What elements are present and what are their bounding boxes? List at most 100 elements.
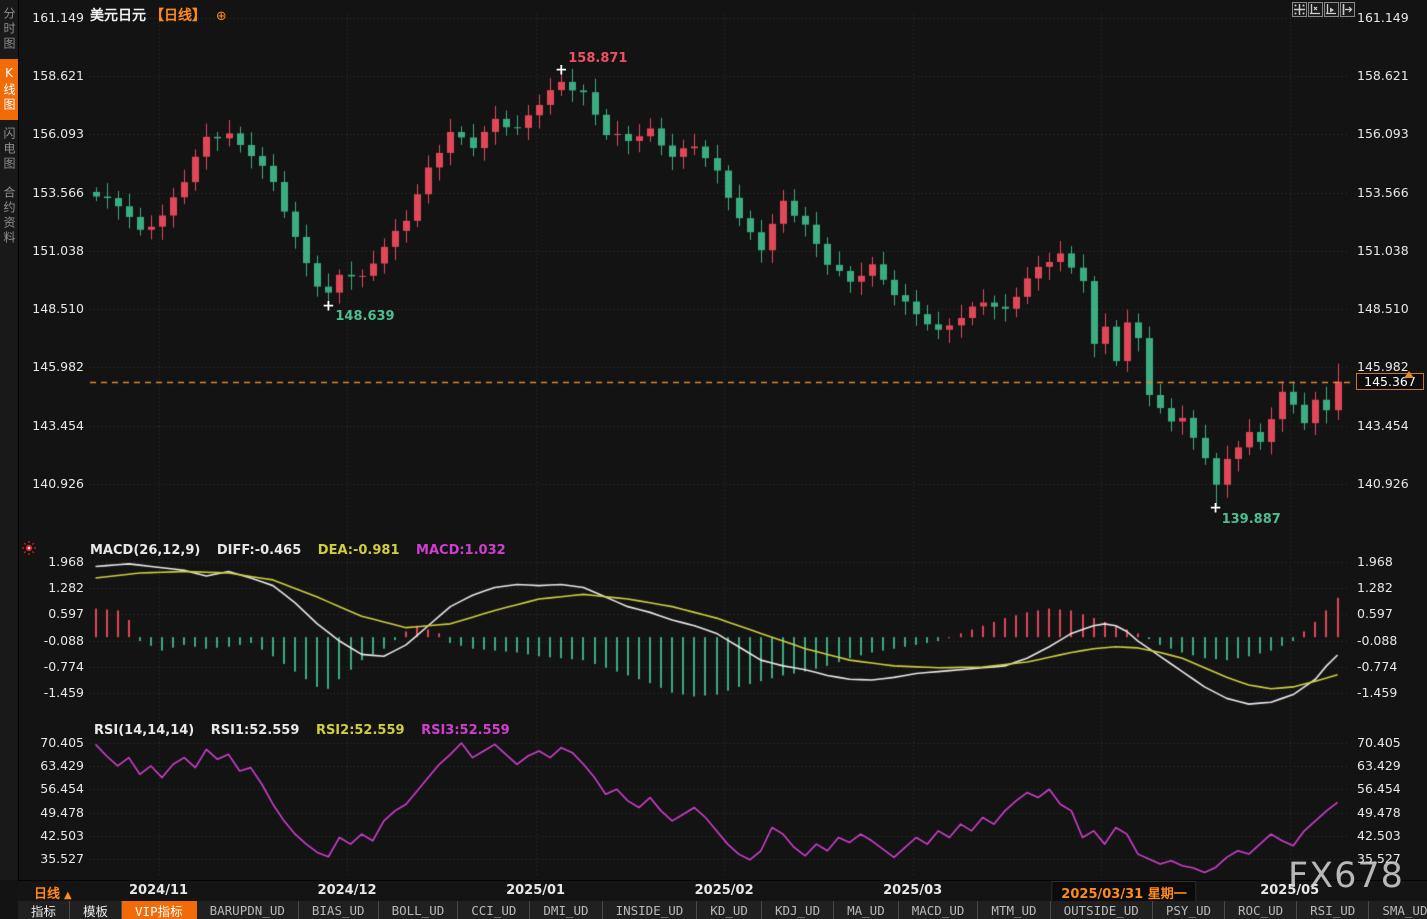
y-axis-label-right: 35.527 — [1357, 851, 1401, 866]
indicator-tab-BOLL_UD[interactable]: BOLL_UD — [379, 901, 459, 919]
symbol-name: 美元日元 — [90, 8, 146, 24]
sidebar-tab-分时图[interactable]: 分时图 — [2, 7, 16, 52]
macd-params: MACD(26,12,9) — [90, 543, 201, 558]
rsi2-value: RSI2:52.559 — [315, 723, 405, 738]
crosshair-date-label: 2025/03/31 星期一 — [1051, 881, 1197, 904]
last-price-label: 145.367 — [1356, 372, 1424, 390]
indicator-tab-BARUPDN_UD[interactable]: BARUPDN_UD — [197, 901, 299, 919]
indicator-tab-KD_UD[interactable]: KD_UD — [697, 901, 762, 919]
indicator-tab-模板[interactable]: 模板 — [70, 901, 123, 919]
crosshair-extreme-marker: + — [1209, 498, 1222, 517]
y-axis-label-right: 145.982 — [1357, 359, 1409, 375]
macd-dea-value: DEA:-0.981 — [317, 543, 400, 558]
period-badge: 【日线】 — [150, 8, 206, 24]
y-axis-label-right: -0.774 — [1357, 658, 1398, 674]
y-axis-label-left: 156.093 — [32, 126, 84, 142]
chart-title: 美元日元 【日线】 ⊕ — [90, 5, 227, 25]
y-axis-label-left: 153.566 — [32, 184, 84, 200]
collapse-panel-icon[interactable] — [1340, 2, 1355, 17]
y-axis-label-right: 140.926 — [1357, 475, 1409, 491]
rsi-params: RSI(14,14,14) — [94, 723, 195, 738]
watermark: FX678 — [1288, 856, 1404, 896]
y-axis-label-left: 143.454 — [32, 417, 84, 433]
x-axis-zoom-icon[interactable] — [1324, 2, 1339, 17]
y-axis-label-left: -1.459 — [43, 684, 84, 700]
indicator-tab-bar: 指标 模板 VIP指标 BARUPDN_UD BIAS_UD BOLL_UD CCI_UD D… — [18, 901, 1427, 919]
indicator-tab-MTM_UD[interactable]: MTM_UD — [978, 901, 1051, 919]
y-axis-label-left: 161.149 — [32, 10, 84, 25]
low-price-annotation-dec: 148.639 — [335, 309, 395, 325]
y-axis-label-left: -0.774 — [43, 658, 84, 674]
y-axis-label-right: 1.968 — [1357, 554, 1393, 569]
indicator-tab-指标[interactable]: 指标 — [18, 901, 71, 919]
y-axis-label-right: 42.503 — [1357, 827, 1401, 843]
x-axis-date-label: 2025/01 — [506, 883, 566, 898]
timeframe-label: 日线 — [34, 887, 61, 902]
low-price-annotation-apr: 139.887 — [1221, 511, 1281, 527]
y-axis-label-right: 56.454 — [1357, 781, 1401, 797]
chart-toolbar — [1292, 2, 1355, 17]
indicator-tab-MA_UD[interactable]: MA_UD — [834, 901, 899, 919]
macd-macd-value: MACD:1.032 — [416, 543, 506, 558]
y-axis-label-right: 70.405 — [1357, 735, 1401, 750]
price-marker-icon — [1404, 370, 1414, 378]
sidebar-tab-合约资料[interactable]: 合约资料 — [2, 186, 16, 246]
macd-header: MACD(26,12,9) DIFF:-0.465 DEA:-0.981 MAC… — [90, 543, 518, 558]
indicator-tab-SMA_UD[interactable]: SMA_UD — [1369, 901, 1427, 919]
macd-marker-icon[interactable] — [21, 540, 37, 560]
indicator-tab-KDJ_UD[interactable]: KDJ_UD — [762, 901, 835, 919]
y-axis-label-right: 151.038 — [1357, 242, 1409, 258]
y-axis-label-right: -1.459 — [1357, 684, 1398, 700]
x-axis-date-label: 2024/11 — [129, 883, 189, 898]
rsi3-value: RSI3:52.559 — [421, 723, 510, 738]
y-axis-label-right: 158.621 — [1357, 68, 1409, 84]
sidebar-tab-闪电图[interactable]: 闪电图 — [2, 127, 16, 172]
crosshair-extreme-marker: + — [322, 296, 335, 315]
rsi1-value: RSI1:52.559 — [210, 723, 300, 738]
indicator-tab-CCI_UD[interactable]: CCI_UD — [458, 901, 531, 919]
y-axis-zoom-icon[interactable] — [1308, 2, 1323, 17]
y-axis-label-right: 49.478 — [1357, 804, 1401, 820]
y-axis-label-right: 156.093 — [1357, 126, 1409, 142]
indicator-tab-VIP指标[interactable]: VIP指标 — [122, 901, 197, 919]
y-axis-label-left: 35.527 — [40, 851, 84, 866]
add-compare-icon[interactable]: ⊕ — [215, 9, 227, 24]
pan-icon[interactable] — [1292, 2, 1307, 17]
y-axis-label-left: 145.982 — [32, 359, 84, 375]
timeframe-selector[interactable]: 日线 ▲ — [34, 883, 72, 902]
y-axis-label-left: 151.038 — [32, 242, 84, 258]
y-axis-label-left: 148.510 — [32, 301, 84, 317]
y-axis-label-right: 0.597 — [1357, 606, 1393, 622]
indicator-tab-INSIDE_UD[interactable]: INSIDE_UD — [603, 901, 698, 919]
y-axis-label-right: 143.454 — [1357, 417, 1409, 433]
x-axis-date-label: 2025/02 — [694, 883, 754, 898]
y-axis-label-left: 158.621 — [32, 68, 84, 84]
y-axis-label-left: 70.405 — [40, 735, 84, 750]
indicator-tab-MACD_UD[interactable]: MACD_UD — [899, 901, 979, 919]
indicator-tab-OUTSIDE_UD[interactable]: OUTSIDE_UD — [1051, 901, 1153, 919]
x-axis-date-label: 2025/05 — [1260, 883, 1320, 898]
y-axis-label-right: 63.429 — [1357, 758, 1401, 774]
indicator-tab-ROC_UD[interactable]: ROC_UD — [1225, 901, 1298, 919]
y-axis-label-right: -0.088 — [1357, 632, 1398, 648]
y-axis-label-left: 49.478 — [40, 804, 84, 820]
high-price-annotation: 158.871 — [568, 51, 628, 67]
indicator-tab-DMI_UD[interactable]: DMI_UD — [530, 901, 603, 919]
indicator-tab-BIAS_UD[interactable]: BIAS_UD — [299, 901, 379, 919]
y-axis-label-right: 161.149 — [1357, 10, 1409, 25]
indicator-tab-RSI_UD[interactable]: RSI_UD — [1297, 901, 1370, 919]
y-axis-label-left: 1.282 — [48, 580, 84, 596]
rsi-header: RSI(14,14,14) RSI1:52.559 RSI2:52.559 RS… — [94, 723, 522, 738]
indicator-tab-PSY_UD[interactable]: PSY_UD — [1153, 901, 1225, 919]
y-axis-label-left: -0.088 — [43, 632, 84, 648]
crosshair-extreme-marker: + — [554, 60, 568, 79]
x-axis-date-label: 2025/03 — [883, 883, 943, 898]
y-axis-label-left: 42.503 — [40, 827, 84, 843]
y-axis-label-right: 148.510 — [1357, 301, 1409, 317]
y-axis-label-left: 0.597 — [48, 606, 84, 622]
sidebar-tab-K线图[interactable]: K线图 — [0, 59, 18, 120]
y-axis-label-left: 63.429 — [40, 758, 84, 774]
y-axis-label-right: 153.566 — [1357, 184, 1409, 200]
